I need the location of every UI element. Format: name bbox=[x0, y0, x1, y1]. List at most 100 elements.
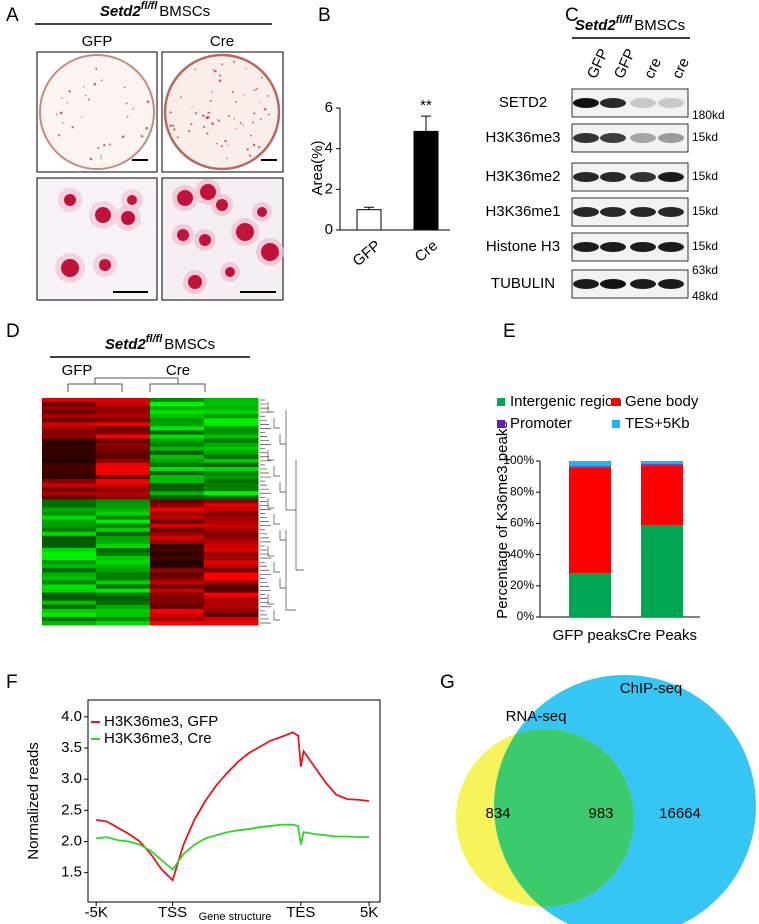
heat-cell bbox=[96, 495, 151, 500]
heat-cell bbox=[42, 531, 97, 537]
region-count: 983 bbox=[588, 805, 613, 822]
heat-cell bbox=[204, 584, 259, 590]
heat-cell bbox=[150, 511, 205, 517]
heat-cell bbox=[204, 519, 259, 525]
y-tick-label: 4.0 bbox=[61, 708, 82, 725]
heat-cell bbox=[204, 418, 259, 423]
speck bbox=[195, 112, 198, 115]
heat-cell bbox=[96, 458, 151, 464]
overlap-region bbox=[494, 729, 634, 907]
heat-cell bbox=[204, 560, 259, 565]
heat-cell bbox=[150, 398, 205, 403]
heat-cell bbox=[204, 442, 259, 448]
heat-cell bbox=[204, 414, 259, 419]
heat-cell bbox=[42, 568, 97, 573]
heat-cell bbox=[204, 402, 259, 407]
band bbox=[573, 98, 599, 108]
heat-cell bbox=[204, 556, 259, 561]
bar-segment bbox=[641, 465, 683, 525]
heat-cell bbox=[42, 475, 97, 480]
heat-cell bbox=[42, 458, 97, 464]
speck bbox=[266, 94, 269, 97]
speck bbox=[173, 128, 176, 131]
speck bbox=[207, 112, 210, 114]
x-axis-label: Gene structure bbox=[199, 911, 272, 923]
heat-cell bbox=[150, 568, 205, 573]
heat-cell bbox=[204, 547, 259, 553]
heat-cell bbox=[96, 434, 151, 440]
y-tick-label: 0% bbox=[517, 609, 535, 623]
blot-label: TUBULIN bbox=[491, 275, 555, 292]
speck bbox=[206, 132, 209, 135]
heat-cell bbox=[96, 519, 151, 525]
legend-label: Intergenic region bbox=[510, 393, 622, 410]
row-dendrogram bbox=[260, 399, 304, 624]
error-bar bbox=[421, 115, 431, 132]
y-tick-label: 2.0 bbox=[61, 832, 82, 849]
lipid-droplet bbox=[99, 259, 111, 271]
band bbox=[630, 98, 656, 108]
heat-cell bbox=[150, 430, 205, 435]
y-tick-label: 40% bbox=[510, 547, 534, 561]
speck bbox=[258, 145, 261, 149]
heat-cell bbox=[96, 410, 151, 415]
speck bbox=[68, 90, 71, 93]
heat-cell bbox=[150, 418, 205, 423]
band bbox=[573, 207, 599, 217]
lane-label: cre bbox=[669, 55, 693, 81]
lipid-droplet bbox=[257, 207, 267, 217]
size-label: 15kd bbox=[692, 204, 718, 218]
figure-layer: A B C D E F G Setd2fl/fl BMSCs GFP Cre Se… bbox=[6, 0, 756, 924]
speck bbox=[191, 106, 193, 108]
region-count: 16664 bbox=[659, 805, 701, 822]
speck bbox=[233, 118, 235, 120]
heat-cell bbox=[204, 515, 259, 521]
region-count: 834 bbox=[485, 805, 510, 822]
heat-cell bbox=[150, 434, 205, 440]
heat-cell bbox=[96, 604, 151, 610]
x-tick-label: TES bbox=[286, 904, 315, 921]
heat-cell bbox=[42, 402, 97, 407]
panel-letter: A bbox=[6, 5, 19, 26]
heat-cell bbox=[204, 470, 259, 476]
heat-cell bbox=[204, 511, 259, 517]
blot-label: H3K36me1 bbox=[485, 203, 560, 220]
line-series bbox=[96, 731, 370, 882]
error-bar bbox=[364, 206, 374, 210]
speck bbox=[265, 108, 267, 111]
speck bbox=[61, 97, 63, 99]
lane-label: GFP bbox=[611, 46, 639, 81]
speck bbox=[232, 91, 234, 93]
gene-name: Setd2 bbox=[575, 17, 617, 34]
heat-cell bbox=[150, 495, 205, 500]
heat-cell bbox=[150, 552, 205, 557]
speck bbox=[100, 155, 102, 157]
blot-label: H3K36me3 bbox=[485, 129, 560, 146]
speck bbox=[103, 143, 106, 147]
speck bbox=[249, 134, 252, 137]
speck bbox=[217, 119, 220, 122]
speck bbox=[95, 67, 98, 70]
band bbox=[600, 172, 626, 182]
genotype: fl/fl bbox=[146, 333, 163, 345]
lipid-droplet bbox=[177, 229, 189, 241]
speck bbox=[89, 157, 93, 161]
heat-cell bbox=[96, 564, 151, 569]
y-tick-label: 3.5 bbox=[61, 739, 82, 756]
bar-segment bbox=[641, 464, 683, 466]
heat-cell bbox=[204, 503, 259, 508]
speck bbox=[59, 111, 63, 115]
heat-cell bbox=[96, 426, 151, 431]
blot-label: SETD2 bbox=[499, 94, 547, 111]
heat-cell bbox=[204, 499, 259, 504]
heat-cell bbox=[204, 608, 259, 614]
band bbox=[630, 207, 656, 217]
speck bbox=[169, 111, 172, 114]
heat-cell bbox=[204, 616, 259, 622]
heat-cell bbox=[150, 527, 205, 533]
heat-cell bbox=[96, 608, 151, 614]
heat-cell bbox=[96, 531, 151, 537]
speck bbox=[100, 79, 103, 82]
blot-label: H3K36me2 bbox=[485, 168, 560, 185]
heat-cell bbox=[150, 531, 205, 537]
